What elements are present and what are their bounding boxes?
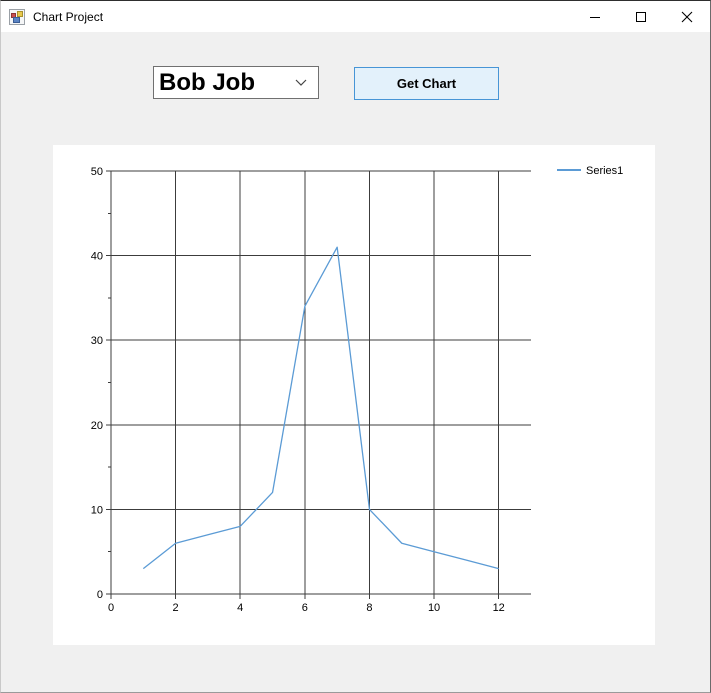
chevron-down-icon xyxy=(295,79,307,86)
y-tick-label: 40 xyxy=(91,251,103,263)
person-select-dropdown[interactable]: Bob Job xyxy=(153,66,319,99)
window-title: Chart Project xyxy=(33,9,104,24)
series-line xyxy=(142,246,499,570)
y-tick-label: 10 xyxy=(91,504,103,516)
y-tick-label: 0 xyxy=(97,589,103,601)
x-tick-label: 6 xyxy=(302,602,308,614)
close-button[interactable] xyxy=(664,1,710,32)
y-tick-label: 20 xyxy=(91,420,103,432)
app-icon-blue-square xyxy=(13,16,20,23)
x-tick-label: 0 xyxy=(108,602,114,614)
window-controls xyxy=(572,1,710,32)
x-tick-label: 10 xyxy=(428,602,440,614)
get-chart-button[interactable]: Get Chart xyxy=(354,67,499,100)
maximize-button[interactable] xyxy=(618,1,664,32)
x-tick-label: 2 xyxy=(173,602,179,614)
x-tick-label: 12 xyxy=(493,602,505,614)
dropdown-selected-value: Bob Job xyxy=(159,68,255,96)
minimize-icon xyxy=(590,16,600,18)
maximize-icon xyxy=(636,11,646,22)
minimize-button[interactable] xyxy=(572,1,618,32)
x-tick-label: 8 xyxy=(366,602,372,614)
y-tick-label: 30 xyxy=(91,335,103,347)
line-chart: 0 2 4 6 8 10 12 0 10 20 30 40 50 Series1 xyxy=(91,165,624,614)
app-icon xyxy=(9,8,25,25)
legend-label: Series1 xyxy=(586,165,623,177)
x-tick-label: 4 xyxy=(237,602,243,614)
window-titlebar: Chart Project xyxy=(1,1,710,32)
app-icon-gold-square xyxy=(17,10,23,17)
chart-panel: 0 2 4 6 8 10 12 0 10 20 30 40 50 Series1 xyxy=(53,145,655,645)
close-icon xyxy=(681,11,693,22)
y-tick-label: 50 xyxy=(91,166,103,178)
